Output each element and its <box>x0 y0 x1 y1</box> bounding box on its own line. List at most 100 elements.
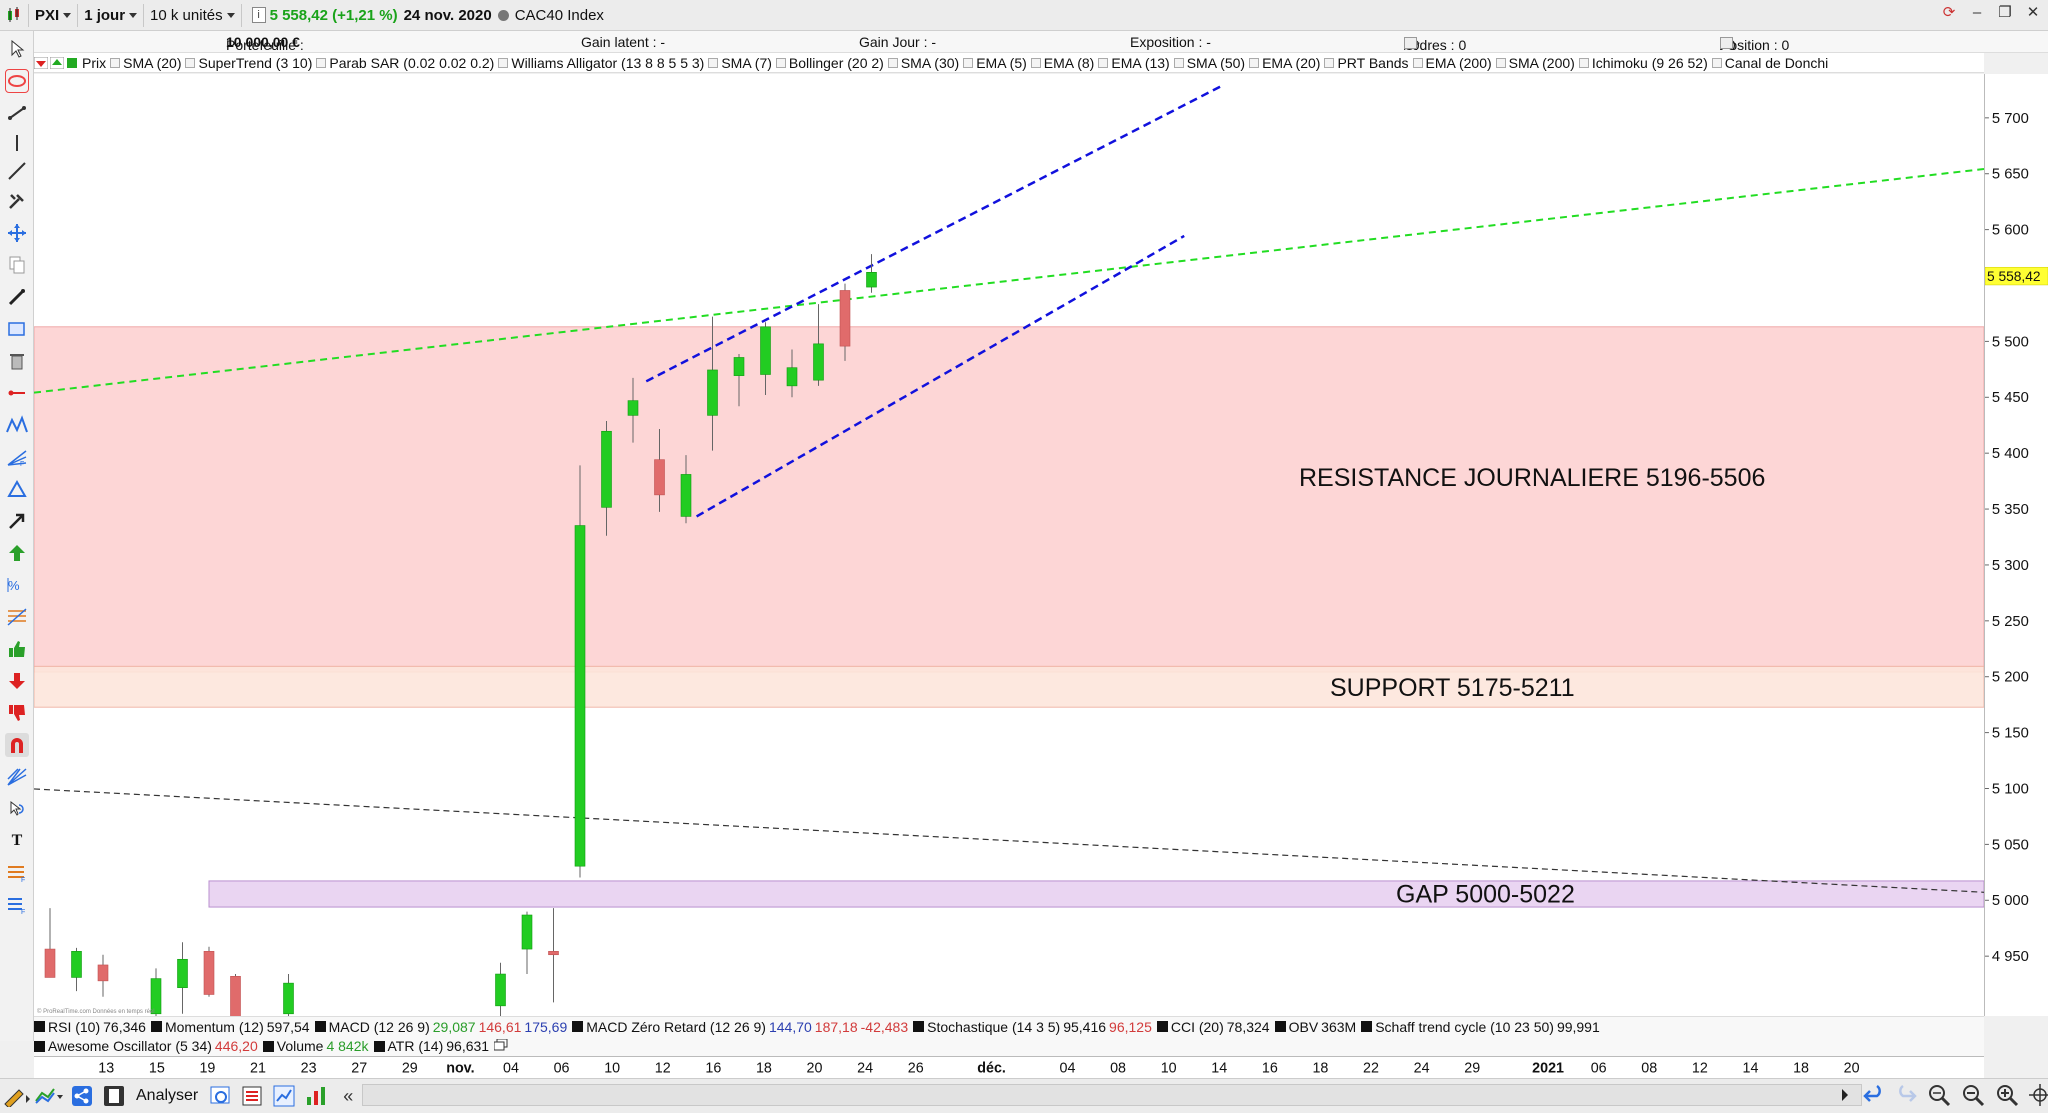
support-zone[interactable] <box>34 665 1984 708</box>
trash-icon[interactable] <box>5 349 29 373</box>
magnet-icon[interactable] <box>5 733 29 757</box>
bullish-candle[interactable] <box>177 958 188 988</box>
move-icon[interactable] <box>5 221 29 245</box>
indicator-toggle-icon[interactable] <box>150 1021 162 1032</box>
checkbox-icon[interactable] <box>1495 57 1506 68</box>
sub-indicator-item[interactable]: Volume 4 842k <box>262 1038 369 1054</box>
period-selector[interactable]: 1 jour <box>78 3 145 27</box>
indicator-toggle-icon[interactable] <box>373 1040 385 1052</box>
arrow-tool-icon[interactable] <box>5 509 29 533</box>
sub-indicator-item[interactable]: Momentum (12) 597,54 <box>150 1019 310 1035</box>
price-axis[interactable]: 5 700 5 650 5 600 5 500 5 450 5 400 5 350 5 300… <box>1984 74 2048 1016</box>
info-icon[interactable]: i <box>251 7 266 23</box>
bullish-candle[interactable] <box>495 973 506 1007</box>
indicator-toggle-icon[interactable] <box>572 1021 584 1032</box>
add-window-icon[interactable] <box>493 1038 508 1054</box>
zoom-fit-icon[interactable] <box>1926 1082 1952 1112</box>
segment-tool-icon[interactable] <box>5 101 29 125</box>
bearish-candle[interactable] <box>548 951 559 956</box>
bullish-candle[interactable] <box>150 978 162 1015</box>
add-indicator-icon[interactable] <box>34 1082 64 1110</box>
sub-indicator-item[interactable]: CCI (20) 78,324 <box>1156 1019 1270 1035</box>
bullish-candle[interactable] <box>627 400 639 416</box>
arrow-up-icon[interactable] <box>50 56 64 69</box>
checkbox-icon[interactable] <box>708 57 719 68</box>
indicator-toggle-icon[interactable] <box>1156 1021 1168 1032</box>
crosshair-icon[interactable] <box>2028 1083 2048 1111</box>
gap-zone[interactable] <box>208 880 1984 908</box>
checkbox-icon[interactable] <box>1578 57 1589 68</box>
date-axis[interactable]: 13 15 19 21 23 27 29 nov. 04 06 10 12 16 18 20 24 26 déc.… <box>34 1056 1984 1078</box>
undo-icon[interactable] <box>1862 1083 1886 1111</box>
position-list-button[interactable] <box>1720 37 1733 49</box>
indicator-item[interactable]: Bollinger (20 2) <box>775 55 884 71</box>
channel-upper-line[interactable] <box>645 84 1222 383</box>
bullish-candle[interactable] <box>866 272 877 288</box>
indicator-item[interactable]: EMA (5) <box>963 55 1027 71</box>
indicator-item[interactable]: EMA (8) <box>1030 55 1094 71</box>
bullish-candle[interactable] <box>574 525 586 867</box>
indicator-toggle-icon[interactable] <box>34 1040 45 1052</box>
gann-fan-icon[interactable] <box>5 765 29 789</box>
indicator-toggle-icon[interactable] <box>913 1021 925 1032</box>
checkbox-icon[interactable] <box>1249 57 1260 68</box>
indicator-item[interactable]: Parab SAR (0.02 0.02 0.2) <box>316 55 494 71</box>
indicator-item[interactable]: EMA (200) <box>1412 55 1492 71</box>
vertical-line-tool-icon[interactable] <box>5 131 29 155</box>
fibonacci-levels-icon[interactable]: F <box>5 861 29 885</box>
ellipse-tool-icon[interactable] <box>5 69 29 93</box>
channel-lower-line[interactable] <box>695 234 1185 518</box>
sub-indicator-item[interactable]: MACD Zéro Retard (12 26 9) 144,70 187,18 -4… <box>572 1019 908 1035</box>
backtest-icon[interactable] <box>270 1082 298 1110</box>
restore-button[interactable]: ❐ <box>1998 4 2012 21</box>
fibonacci-retracement-icon[interactable] <box>5 605 29 629</box>
checkbox-icon[interactable] <box>1098 57 1109 68</box>
checkbox-icon[interactable] <box>1711 57 1722 68</box>
bracket-icon[interactable] <box>100 1082 128 1110</box>
minimize-button[interactable]: – <box>1972 4 1982 21</box>
pattern-tool-icon[interactable] <box>5 413 29 437</box>
horizontal-line-tool-icon[interactable] <box>5 381 29 405</box>
bullish-candle[interactable] <box>760 326 771 375</box>
sub-indicator-item[interactable]: OBV 363M <box>1274 1019 1356 1035</box>
bullish-candle[interactable] <box>283 982 294 1015</box>
bullish-candle[interactable] <box>521 914 533 950</box>
bullish-candle[interactable] <box>733 357 745 376</box>
bearish-candle[interactable] <box>654 459 665 496</box>
bearish-candle[interactable] <box>230 976 241 1016</box>
arrow-down-icon[interactable] <box>34 56 48 69</box>
gap-label[interactable]: GAP 5000-5022 <box>1396 881 1575 909</box>
strategy-icon[interactable] <box>302 1082 330 1110</box>
bullish-candle[interactable] <box>601 430 612 508</box>
screener-icon[interactable] <box>206 1082 234 1110</box>
bearish-candle[interactable] <box>97 964 109 982</box>
copy-icon[interactable] <box>5 253 29 277</box>
units-selector[interactable]: 10 k unités <box>144 3 242 27</box>
indicator-toggle-icon[interactable] <box>314 1021 326 1032</box>
close-button[interactable]: ✕ <box>2026 4 2040 21</box>
indicator-item[interactable]: SMA (20) <box>110 55 181 71</box>
zoom-in-icon[interactable] <box>1994 1082 2020 1112</box>
text-tool-icon[interactable]: T <box>11 832 23 849</box>
bullish-candle[interactable] <box>71 951 82 978</box>
up-arrow-icon[interactable] <box>5 541 29 565</box>
indicator-item[interactable]: Prix <box>82 55 106 71</box>
resistance-label[interactable]: RESISTANCE JOURNALIERE 5196-5506 <box>1299 464 1765 492</box>
sub-indicator-item[interactable]: Schaff trend cycle (10 23 50) 99,991 <box>1361 1019 1600 1035</box>
indicator-item[interactable]: SMA (7) <box>708 55 772 71</box>
tools-icon[interactable] <box>5 189 29 213</box>
indicator-toggle-icon[interactable] <box>262 1040 274 1052</box>
indicator-item[interactable]: SMA (30) <box>887 55 959 71</box>
pencil-icon[interactable] <box>2 1082 30 1110</box>
share-icon[interactable] <box>68 1082 96 1110</box>
checkbox-icon[interactable] <box>775 57 786 68</box>
bullish-candle[interactable] <box>813 343 824 381</box>
indicator-toggle-icon[interactable] <box>1274 1021 1286 1032</box>
support-label[interactable]: SUPPORT 5175-5211 <box>1330 674 1575 702</box>
indicator-item[interactable]: EMA (13) <box>1098 55 1170 71</box>
bullish-candle[interactable] <box>707 369 718 416</box>
indicator-item[interactable]: Williams Alligator (13 8 8 5 5 3) <box>498 55 704 71</box>
zoom-out-icon[interactable] <box>1960 1082 1986 1112</box>
black-trendline[interactable] <box>34 788 1984 893</box>
pen-icon[interactable] <box>5 285 29 309</box>
